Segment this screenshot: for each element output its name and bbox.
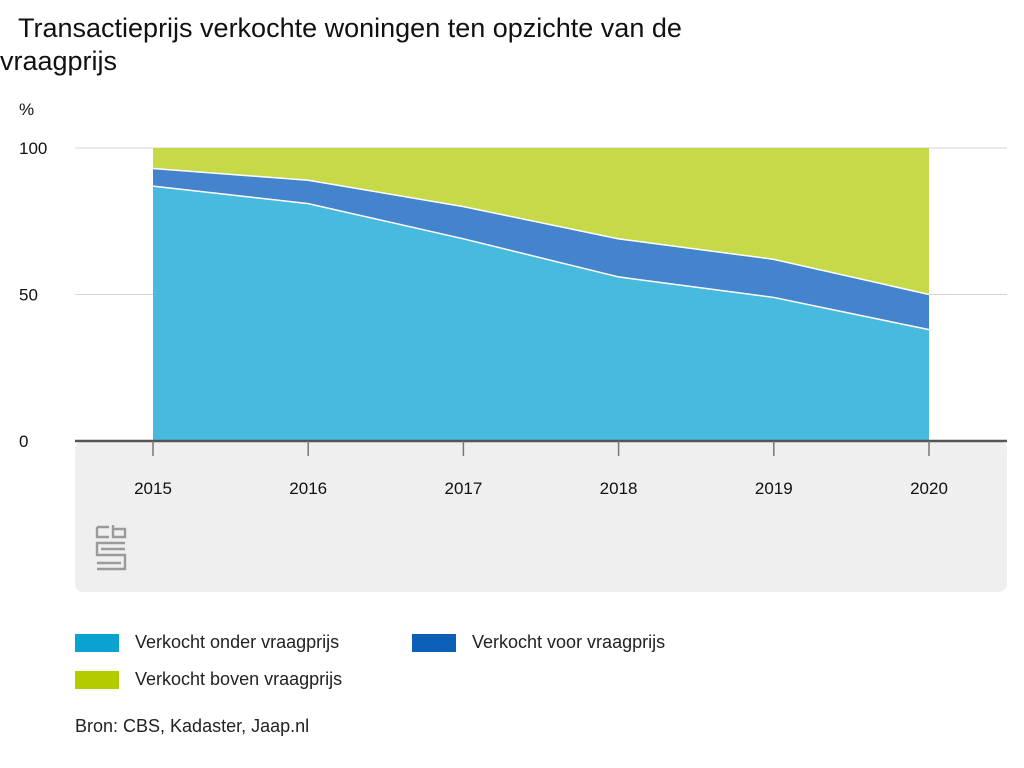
x-tick-label: 2015 — [134, 479, 172, 498]
axis-layer: 0 50 100 2015 2016 2017 2018 2019 2020 — [19, 139, 1007, 498]
legend-label-onder: Verkocht onder vraagprijs — [135, 632, 340, 652]
y-tick-label: 50 — [19, 286, 38, 305]
legend-swatch-voor — [412, 633, 456, 652]
y-tick-label: 0 — [19, 432, 28, 451]
area-chart: 0 50 100 2015 2016 2017 2018 2019 2020 — [19, 139, 1007, 592]
x-tick-label: 2020 — [910, 479, 948, 498]
legend-swatch-boven — [75, 670, 119, 689]
area-series-2 — [153, 148, 929, 295]
cbs-logo-icon — [95, 525, 127, 571]
legend-item-boven: Verkocht boven vraagprijs — [75, 669, 342, 690]
y-tick-label: 100 — [19, 139, 47, 158]
series-boundary-line-1 — [152, 167, 930, 296]
legend-item-onder: Verkocht onder vraagprijs — [75, 632, 339, 653]
legend-label-boven: Verkocht boven vraagprijs — [135, 669, 343, 689]
source-note: Bron: CBS, Kadaster, Jaap.nl — [75, 716, 310, 736]
x-tick-label: 2016 — [289, 479, 327, 498]
x-tick-label: 2018 — [600, 479, 638, 498]
x-tick-label: 2017 — [444, 479, 482, 498]
area-series-0 — [153, 186, 929, 441]
y-axis-unit-label: % — [19, 100, 35, 119]
x-axis-panel — [75, 441, 1007, 592]
area-series-1 — [153, 168, 929, 330]
legend-label-voor: Verkocht voor vraagprijs — [472, 632, 666, 652]
x-tick-label: 2019 — [755, 479, 793, 498]
series-areas — [152, 148, 930, 441]
legend-swatch-onder — [75, 633, 119, 652]
chart-title: Transactieprijs verkochte woningen ten o… — [0, 13, 682, 76]
legend-item-voor: Verkocht voor vraagprijs — [412, 632, 665, 653]
series-boundary-line-0 — [152, 185, 930, 331]
